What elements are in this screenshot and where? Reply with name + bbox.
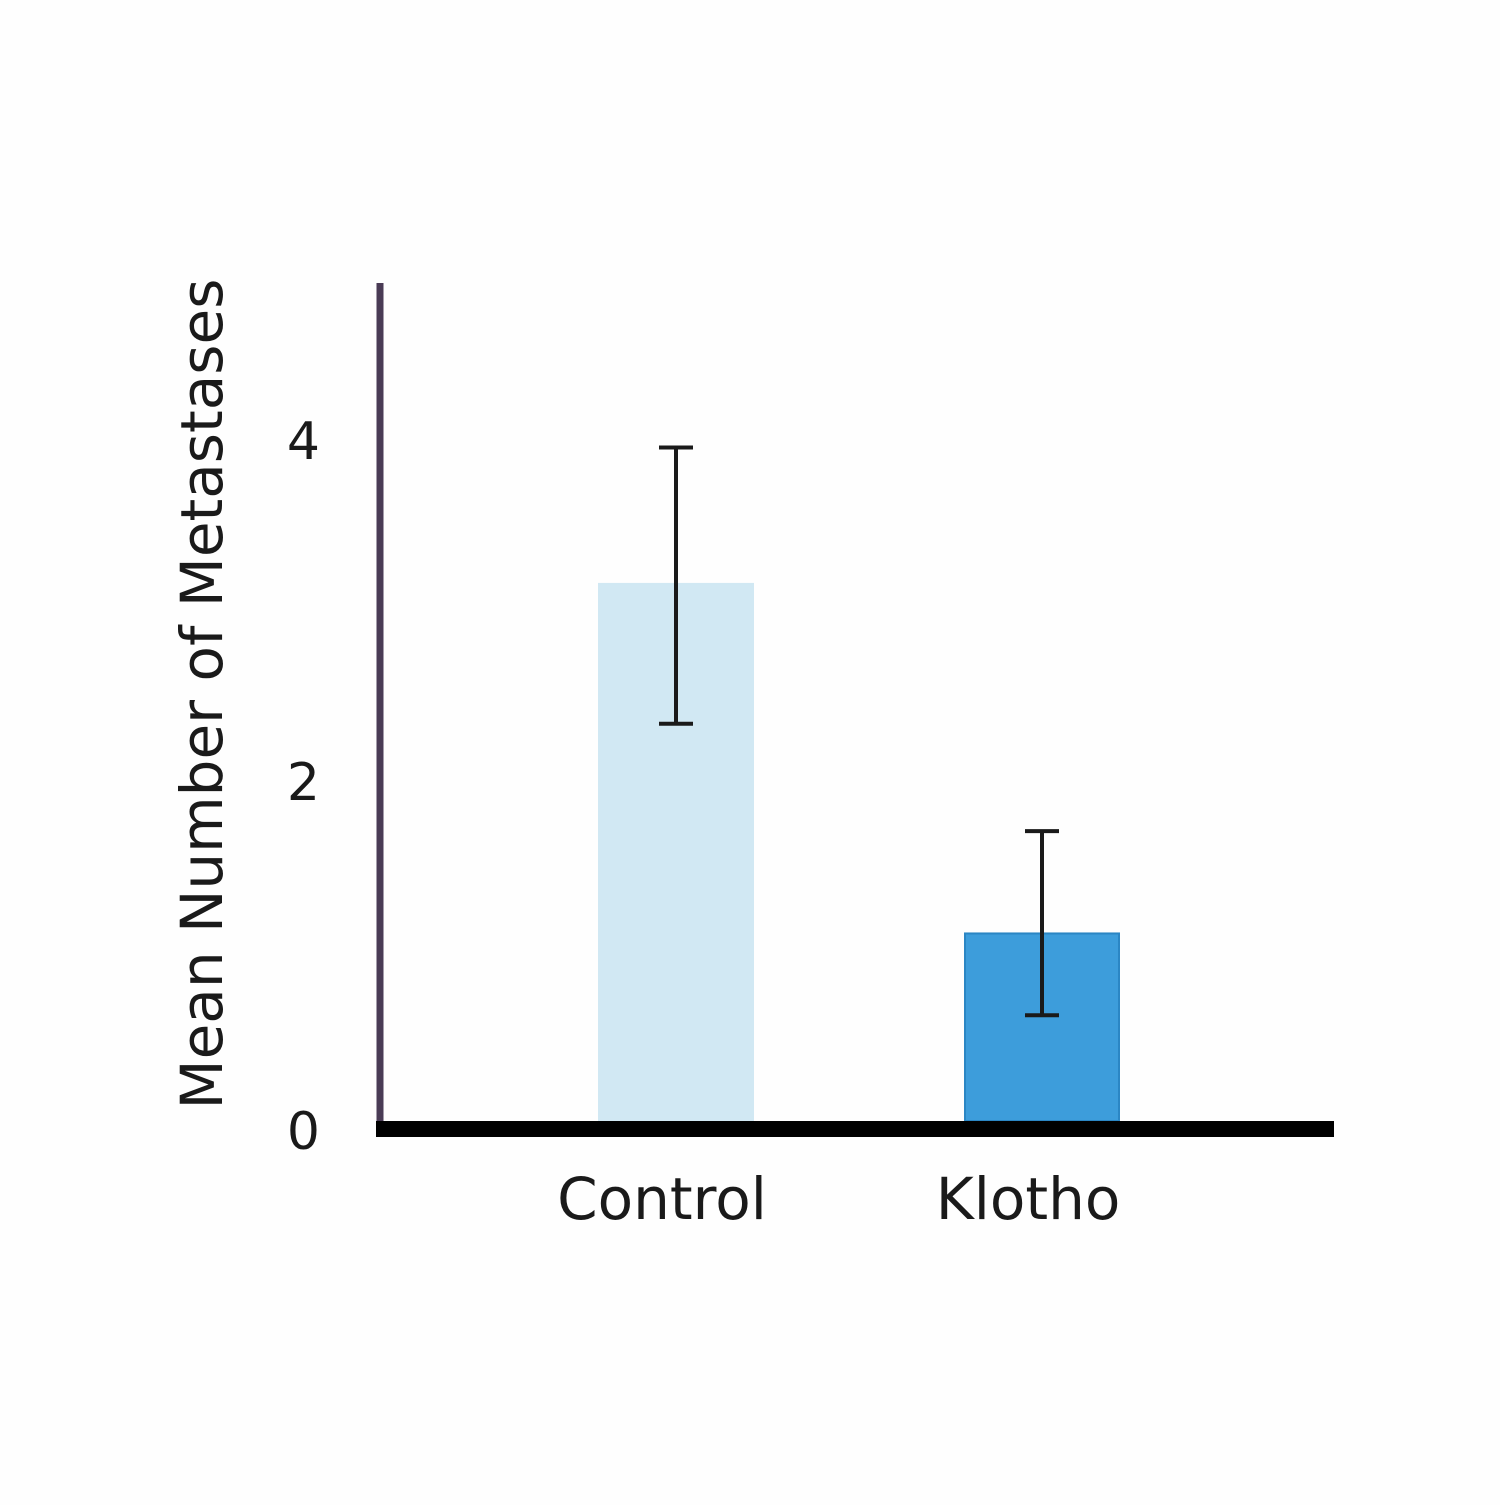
x-category-labels: Control Klotho <box>557 1165 1120 1233</box>
error-bar-klotho <box>1025 829 1059 1018</box>
axes-layer <box>376 283 1334 1137</box>
error-bars-layer <box>659 445 1059 1018</box>
y-tick-labels: 0 2 4 <box>287 412 320 1162</box>
y-tick-label-0: 0 <box>287 1102 320 1162</box>
y-tick-label-2: 2 <box>287 753 320 813</box>
y-axis-title: Mean Number of Metastases <box>168 279 236 1110</box>
x-tick-label-klotho: Klotho <box>936 1165 1121 1233</box>
y-tick-label-4: 4 <box>287 412 320 472</box>
error-bar-control <box>659 445 693 726</box>
x-tick-label-control: Control <box>557 1165 767 1233</box>
